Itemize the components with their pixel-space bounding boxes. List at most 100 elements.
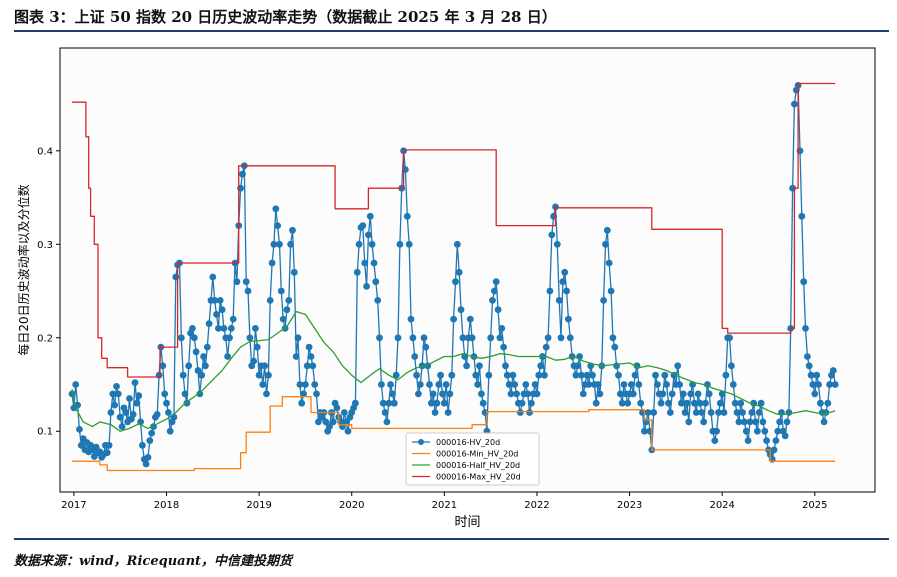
hv-point bbox=[270, 240, 278, 248]
hv-point bbox=[372, 278, 380, 286]
hv-point bbox=[352, 399, 359, 407]
hv-point bbox=[261, 362, 269, 370]
plot-frame bbox=[59, 47, 876, 493]
hv-point bbox=[392, 371, 400, 379]
hv-point bbox=[407, 315, 415, 323]
hv-point bbox=[746, 418, 754, 426]
hv-point bbox=[203, 343, 211, 351]
hv-point bbox=[409, 334, 417, 342]
hv-point bbox=[263, 390, 270, 398]
series-line bbox=[72, 396, 836, 472]
y-tick-label: 0.3 bbox=[37, 240, 53, 251]
hv-point bbox=[831, 381, 839, 388]
hv-point bbox=[509, 371, 517, 379]
hv-point bbox=[268, 259, 276, 267]
hv-point bbox=[478, 390, 485, 398]
hv-point bbox=[574, 362, 582, 370]
hv-point bbox=[246, 334, 254, 342]
hv-point bbox=[748, 409, 756, 416]
hv-point bbox=[442, 381, 450, 388]
hv-point bbox=[109, 390, 117, 398]
hv-point bbox=[363, 283, 370, 290]
hv-point bbox=[252, 325, 259, 332]
x-axis-label: 时间 bbox=[454, 515, 480, 530]
hv-point bbox=[605, 259, 613, 267]
hv-point bbox=[585, 381, 593, 388]
hv-point bbox=[466, 315, 474, 323]
page-title: 图表 3：上证 50 指数 20 日历史波动率走势（数据截止 2025 年 3 … bbox=[14, 8, 557, 26]
hv-point bbox=[535, 371, 543, 379]
hv-point bbox=[754, 427, 761, 435]
hv-point bbox=[681, 409, 689, 416]
hv-point bbox=[344, 427, 352, 435]
hv-point bbox=[729, 381, 737, 388]
hv-point bbox=[302, 381, 309, 388]
hv-point bbox=[200, 353, 208, 360]
hv-point bbox=[661, 371, 669, 379]
hv-point bbox=[698, 409, 706, 416]
hv-point bbox=[498, 325, 506, 332]
hv-point bbox=[415, 390, 422, 398]
hv-point bbox=[72, 381, 80, 388]
hv-point bbox=[742, 427, 750, 435]
hv-point bbox=[687, 390, 695, 398]
hv-point bbox=[524, 390, 532, 398]
hv-point bbox=[272, 205, 280, 213]
hv-point bbox=[190, 334, 198, 342]
hv-point bbox=[618, 399, 626, 407]
hv-point bbox=[594, 381, 602, 388]
hv-point bbox=[452, 278, 459, 286]
hv-point bbox=[720, 409, 728, 416]
hv-point bbox=[309, 362, 317, 370]
hv-point bbox=[183, 399, 191, 407]
hv-point bbox=[426, 381, 433, 388]
hv-point bbox=[224, 353, 232, 360]
hv-point bbox=[557, 334, 565, 342]
hv-point bbox=[142, 460, 150, 468]
hv-point bbox=[813, 371, 821, 379]
hv-point bbox=[755, 409, 763, 416]
hv-point bbox=[500, 343, 507, 351]
hv-point bbox=[428, 399, 435, 407]
hv-point bbox=[287, 240, 294, 248]
hv-point bbox=[163, 399, 170, 407]
hv-point bbox=[129, 411, 137, 418]
hv-point bbox=[226, 334, 233, 342]
x-tick-label: 2023 bbox=[617, 500, 642, 511]
hv-point bbox=[259, 381, 267, 388]
hv-point bbox=[313, 390, 320, 398]
hv-point bbox=[654, 381, 661, 388]
hv-point bbox=[691, 399, 698, 407]
hv-point bbox=[305, 343, 313, 351]
hv-point bbox=[135, 392, 143, 400]
hv-point bbox=[635, 381, 643, 388]
hv-point bbox=[440, 399, 448, 407]
hv-point bbox=[468, 334, 476, 342]
hv-point bbox=[503, 371, 511, 379]
x-tick-label: 2018 bbox=[154, 500, 179, 511]
hv-point bbox=[763, 437, 770, 444]
hv-point bbox=[472, 371, 480, 379]
hv-point bbox=[546, 287, 554, 295]
hv-point bbox=[628, 381, 635, 388]
hv-point bbox=[607, 287, 615, 295]
hv-point bbox=[103, 449, 111, 457]
hv-point bbox=[194, 367, 202, 374]
hv-point bbox=[548, 231, 556, 239]
hv-point bbox=[491, 287, 498, 295]
hv-point bbox=[620, 381, 628, 388]
x-tick-label: 2022 bbox=[524, 500, 549, 511]
hv-point bbox=[242, 278, 250, 286]
hv-point bbox=[411, 353, 419, 360]
hv-point bbox=[518, 399, 526, 407]
hv-point bbox=[513, 390, 520, 398]
hv-point bbox=[385, 399, 393, 407]
hv-point bbox=[537, 362, 545, 370]
hv-point bbox=[561, 268, 569, 276]
hv-point bbox=[379, 399, 387, 407]
series-000016-min-hv-20d bbox=[72, 396, 836, 472]
hv-point bbox=[733, 409, 741, 416]
hv-point bbox=[596, 390, 604, 398]
hv-point bbox=[189, 325, 196, 332]
hv-point bbox=[366, 212, 374, 220]
